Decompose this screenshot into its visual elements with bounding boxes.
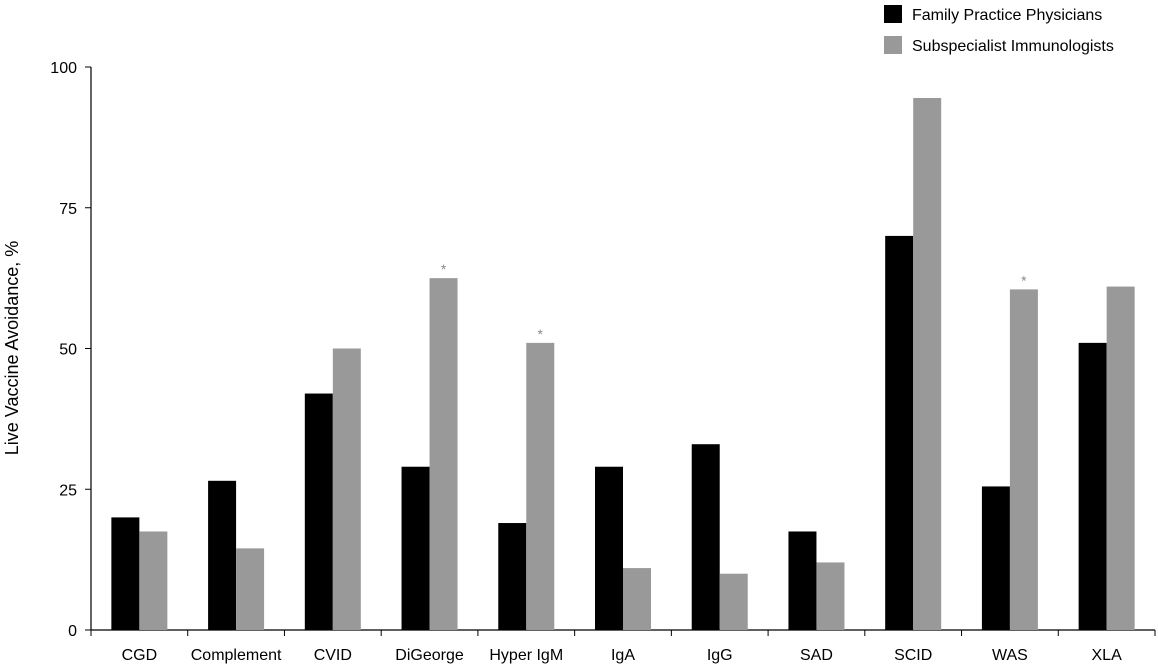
y-tick-label: 0 [68,623,77,640]
x-category-label: CGD [122,647,158,664]
bar-family-practice-scid [885,235,914,630]
x-category-label: DiGeorge [395,647,464,664]
significance-marker: * [441,261,447,277]
bar-family-practice-was [981,486,1010,630]
x-category-label: IgA [611,647,635,664]
bar-subspecialist-igg [719,573,748,630]
legend: Family Practice Physicians Subspecialist … [884,5,1114,55]
bar-subspecialist-xla [1106,286,1135,630]
significance-marker: * [1021,272,1027,288]
y-tick-label: 75 [59,201,77,218]
bar-subspecialist-complement [236,548,265,630]
axes: 0 25 50 75 100 [50,60,1156,640]
bar-subspecialist-sad [816,562,845,630]
legend-swatch [884,36,902,54]
y-tick-label: 100 [50,60,77,77]
x-category-label: Complement [191,647,282,664]
significance-marker: * [538,326,544,342]
bar-family-practice-igg [691,444,720,630]
x-category-label: SAD [800,647,833,664]
x-category-label: IgG [707,647,733,664]
bar-subspecialist-cvid [332,348,361,630]
bar-family-practice-sad [788,531,817,630]
x-category-label: SCID [894,647,932,664]
x-category-label: CVID [314,647,352,664]
x-category-label: XLA [1092,647,1123,664]
legend-swatch [884,5,902,23]
labels: CGD Complement CVID DiGeorge Hyper IgM IgA IgG… [122,261,1122,664]
bar-subspecialist-cgd [139,531,168,630]
bar-family-practice-complement [208,480,237,630]
legend-label: Family Practice Physicians [912,7,1102,24]
bar-subspecialist-scid [913,97,942,631]
bar-family-practice-hyper-igm [498,523,527,630]
bar-subspecialist-was [1009,289,1038,630]
bar-subspecialist-iga [623,568,651,630]
bar-subspecialist-hyper-igm [526,342,555,630]
legend-label: Subspecialist Immunologists [912,38,1114,55]
bars [111,97,1135,631]
y-axis-label: Live Vaccine Avoidance, % [2,241,22,455]
y-tick-label: 50 [59,342,77,359]
bar-family-practice-cgd [111,517,140,630]
bar-family-practice-xla [1078,342,1107,630]
bar-subspecialist-digeorge [429,278,458,630]
bar-family-practice-cvid [304,393,333,630]
bar-family-practice-digeorge [401,466,430,630]
x-category-label: Hyper IgM [489,647,563,664]
x-category-label: WAS [992,647,1028,664]
bar-family-practice-iga [595,466,623,630]
y-tick-label: 25 [59,482,77,499]
